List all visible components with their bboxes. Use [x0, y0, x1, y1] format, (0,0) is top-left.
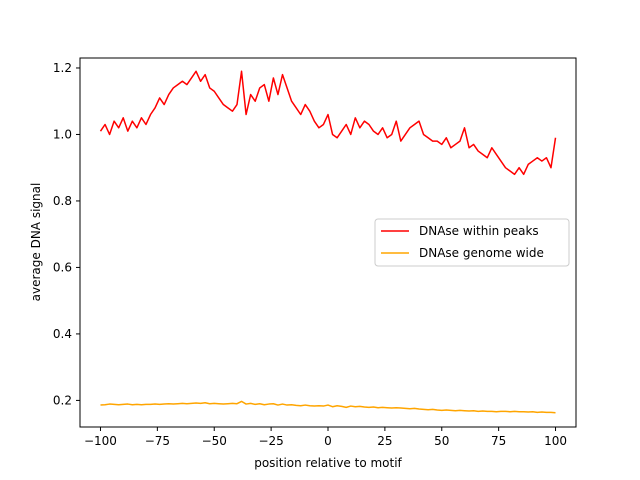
x-tick-label: 75: [491, 434, 506, 448]
legend-label-dnase-within-peaks: DNAse within peaks: [419, 224, 539, 238]
y-axis: 0.2 0.4 0.6 0.8 1.0 1.2: [53, 61, 80, 407]
y-tick-label: 0.2: [53, 393, 72, 407]
series-line-dnase-genome-wide: [100, 400, 556, 414]
y-tick-label: 1.0: [53, 127, 72, 141]
y-tick-label: 1.2: [53, 61, 72, 75]
series-line-dnase-within-peaks: [99, 70, 557, 176]
x-tick-label: 25: [377, 434, 392, 448]
y-tick-label: 0.6: [53, 260, 72, 274]
legend-box: [374, 218, 570, 267]
x-tick-label: −25: [258, 434, 283, 448]
y-tick-label: 0.8: [53, 194, 72, 208]
x-tick-label: 0: [324, 434, 332, 448]
x-tick-label: 50: [434, 434, 449, 448]
y-axis-label: average DNA signal: [29, 183, 43, 302]
y-tick-label: 0.4: [53, 327, 72, 341]
x-tick-label: −100: [84, 434, 117, 448]
x-tick-label: −50: [202, 434, 227, 448]
legend-label-dnase-genome-wide: DNAse genome wide: [419, 246, 544, 260]
legend: DNAse within peaks DNAse genome wide: [374, 218, 570, 267]
plot-series: [99, 70, 557, 414]
x-axis: −100 −75 −50 −25 0 25 50 75 100: [84, 427, 567, 448]
x-axis-label: position relative to motif: [254, 456, 402, 470]
x-tick-label: −75: [145, 434, 170, 448]
x-tick-label: 100: [544, 434, 567, 448]
